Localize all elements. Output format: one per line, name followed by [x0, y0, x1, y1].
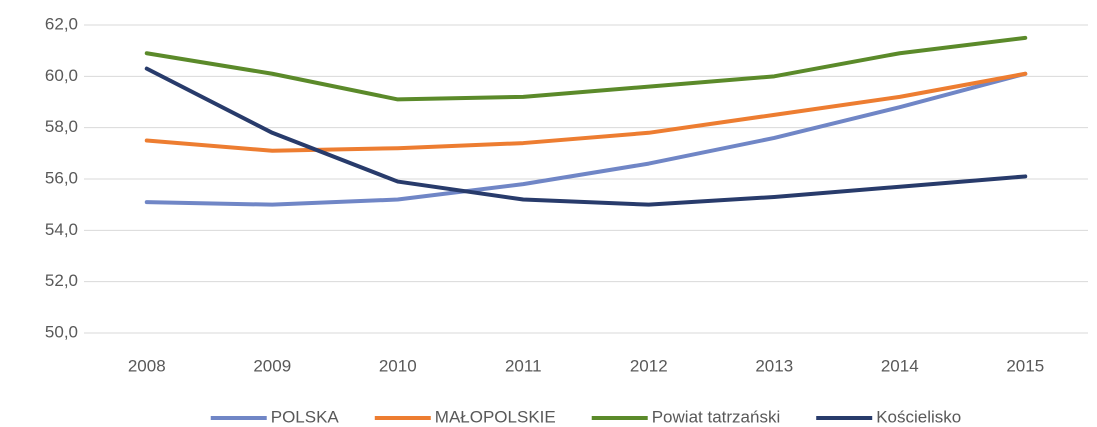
x-tick-label: 2009 — [253, 356, 291, 375]
y-tick-label: 50,0 — [45, 322, 78, 341]
y-tick-label: 60,0 — [45, 66, 78, 85]
x-tick-label: 2015 — [1006, 356, 1044, 375]
series-line — [144, 66, 1028, 207]
series-line — [144, 71, 1028, 153]
legend-label: Powiat tatrzański — [652, 407, 781, 426]
x-tick-label: 2010 — [379, 356, 417, 375]
y-tick-label: 54,0 — [45, 220, 78, 239]
x-tick-label: 2008 — [128, 356, 166, 375]
legend-label: POLSKA — [271, 407, 340, 426]
series-line — [144, 71, 1028, 207]
y-tick-label: 56,0 — [45, 168, 78, 187]
series-line — [144, 35, 1028, 102]
x-tick-label: 2013 — [755, 356, 793, 375]
y-tick-label: 52,0 — [45, 271, 78, 290]
y-tick-label: 58,0 — [45, 117, 78, 136]
x-tick-label: 2011 — [505, 356, 542, 375]
legend-label: Kościelisko — [876, 407, 961, 426]
x-tick-label: 2012 — [630, 356, 668, 375]
y-tick-label: 62,0 — [45, 14, 78, 33]
legend-label: MAŁOPOLSKIE — [435, 407, 556, 426]
x-tick-label: 2014 — [881, 356, 919, 375]
